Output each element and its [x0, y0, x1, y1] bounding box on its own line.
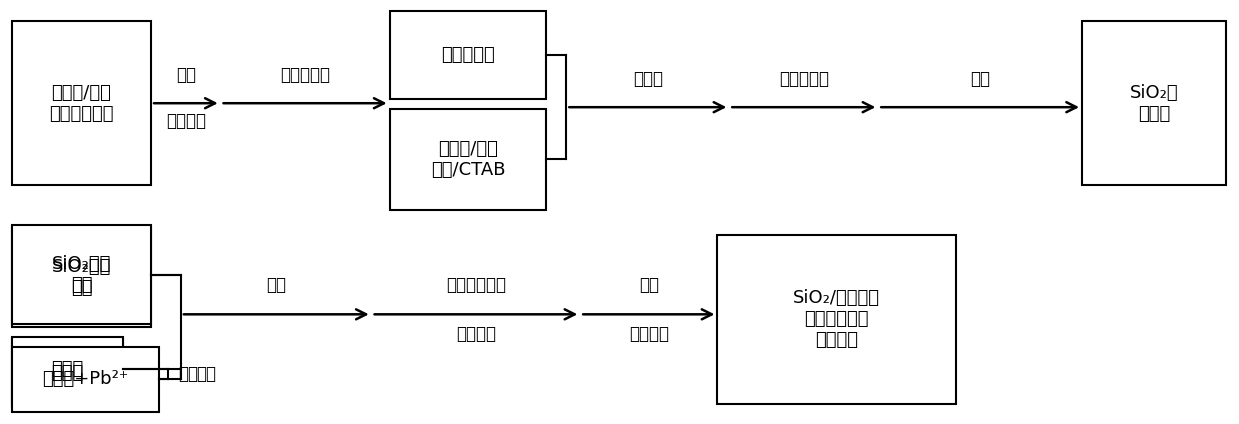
Text: （结晶）: （结晶） — [166, 112, 206, 130]
Bar — [12, 21, 151, 185]
Bar — [717, 235, 955, 404]
Text: 硅酸钠/聚乙
二醇/CTAB: 硅酸钠/聚乙 二醇/CTAB — [431, 140, 506, 179]
Text: 盐酸: 盐酸 — [639, 276, 659, 293]
Text: 离心、洗涤: 离心、洗涤 — [779, 70, 829, 88]
Text: 聚氨酯微球: 聚氨酯微球 — [441, 46, 494, 64]
Text: 聚合: 聚合 — [266, 276, 286, 293]
Bar — [389, 109, 546, 210]
Bar — [12, 337, 123, 402]
Text: 螯合: 螯合 — [178, 365, 198, 383]
Text: 聚氨酯/羟基
磷灰石混合液: 聚氨酯/羟基 磷灰石混合液 — [50, 84, 114, 123]
Text: SiO₂/壳聚糖铅
离子印迹复合
中空微球: SiO₂/壳聚糖铅 离子印迹复合 中空微球 — [793, 290, 880, 349]
Bar — [12, 225, 151, 324]
Bar — [389, 11, 546, 99]
Text: SiO₂中空
微球: SiO₂中空 微球 — [52, 255, 112, 294]
Bar — [1082, 21, 1227, 185]
Text: 螯合: 螯合 — [196, 365, 216, 383]
Text: 戊二醛、硫脲: 戊二醛、硫脲 — [446, 276, 506, 293]
Text: SiO₂中
空微球: SiO₂中 空微球 — [1130, 84, 1178, 123]
Text: 壳聚糖: 壳聚糖 — [52, 360, 84, 379]
Text: 氯化铵: 氯化铵 — [633, 70, 663, 88]
Text: SiO₂中空
微球: SiO₂中空 微球 — [52, 258, 112, 297]
Bar — [12, 347, 159, 412]
Text: 浸泡、洗涤: 浸泡、洗涤 — [280, 67, 330, 84]
Bar — [12, 228, 151, 327]
Text: 壳聚糖: 壳聚糖 — [52, 364, 84, 382]
Text: 煅烧: 煅烧 — [970, 70, 990, 88]
Text: （交联）: （交联） — [456, 325, 496, 343]
Text: （洗涤）: （洗涤） — [629, 325, 669, 343]
Text: 淬火: 淬火 — [176, 67, 196, 84]
Bar — [12, 339, 123, 407]
Text: 丙烯酸+Pb²⁺: 丙烯酸+Pb²⁺ — [42, 371, 129, 388]
